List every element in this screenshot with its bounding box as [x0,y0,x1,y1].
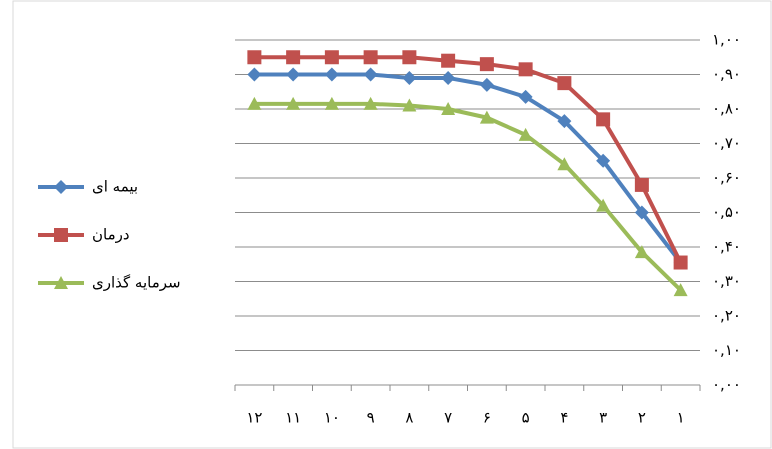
data-point [596,153,611,168]
data-point [402,50,417,65]
legend-marker [54,228,68,242]
data-point [441,53,456,68]
data-point [518,127,533,141]
y-tick-label: ۰,۲۰ [712,307,741,325]
legend-marker [54,276,68,289]
y-tick-label: ۰,۷۰ [712,134,741,152]
x-tick-label: ۱ [677,409,685,427]
data-point [557,157,572,171]
x-tick-label: ۴ [560,409,568,427]
legend-label: بیمه ای [92,178,138,196]
x-tick-label: ۱۱ [285,409,301,427]
data-point [479,77,494,92]
data-point [634,205,649,220]
data-point [441,102,456,115]
data-point [247,96,262,110]
y-tick-label: ۰,۶۰ [712,169,741,187]
data-point [402,70,417,85]
data-point [286,50,301,65]
data-point [596,198,611,212]
data-point [286,67,301,82]
data-point [286,96,301,110]
x-tick-label: ۶ [483,409,491,427]
data-point [673,283,688,297]
x-tick-label: ۲ [638,409,646,427]
data-point [324,50,339,65]
data-point [402,98,417,112]
data-point [324,96,339,110]
data-point [479,110,494,124]
x-tick-label: ۷ [444,409,452,427]
legend-marker [54,180,68,194]
x-tick-label: ۱۰ [324,409,340,427]
data-point [247,67,262,82]
y-tick-label: ۰,۳۰ [712,272,741,290]
series-line [254,101,683,292]
data-point [363,67,378,82]
data-point [363,50,378,65]
y-tick-label: ۰,۰۰ [712,376,741,394]
data-point [673,255,688,270]
data-point [557,76,572,91]
y-tick-label: ۱,۰۰ [712,31,741,49]
data-point [518,62,533,77]
data-point [324,67,339,82]
x-tick-label: ۹ [367,409,375,427]
chart-frame [12,0,772,449]
data-point [518,89,533,104]
data-point [634,245,649,259]
y-tick-label: ۰,۹۰ [712,65,741,83]
data-point [247,50,262,65]
data-point [363,96,378,110]
y-tick-label: ۰,۵۰ [712,203,741,221]
legend-label: درمان [92,226,130,244]
x-tick-label: ۸ [405,409,413,427]
y-tick-label: ۰,۱۰ [712,341,741,359]
y-tick-label: ۰,۴۰ [712,238,741,256]
data-point [441,70,456,85]
x-tick-label: ۱۲ [246,409,262,427]
data-point [596,112,611,127]
data-point [557,114,572,129]
x-tick-label: ۵ [522,409,530,427]
data-point [634,177,649,192]
legend-label: سرمایه گذاری [92,274,181,292]
y-tick-label: ۰,۸۰ [712,100,741,118]
data-point [479,57,494,72]
x-tick-label: ۳ [599,409,607,427]
